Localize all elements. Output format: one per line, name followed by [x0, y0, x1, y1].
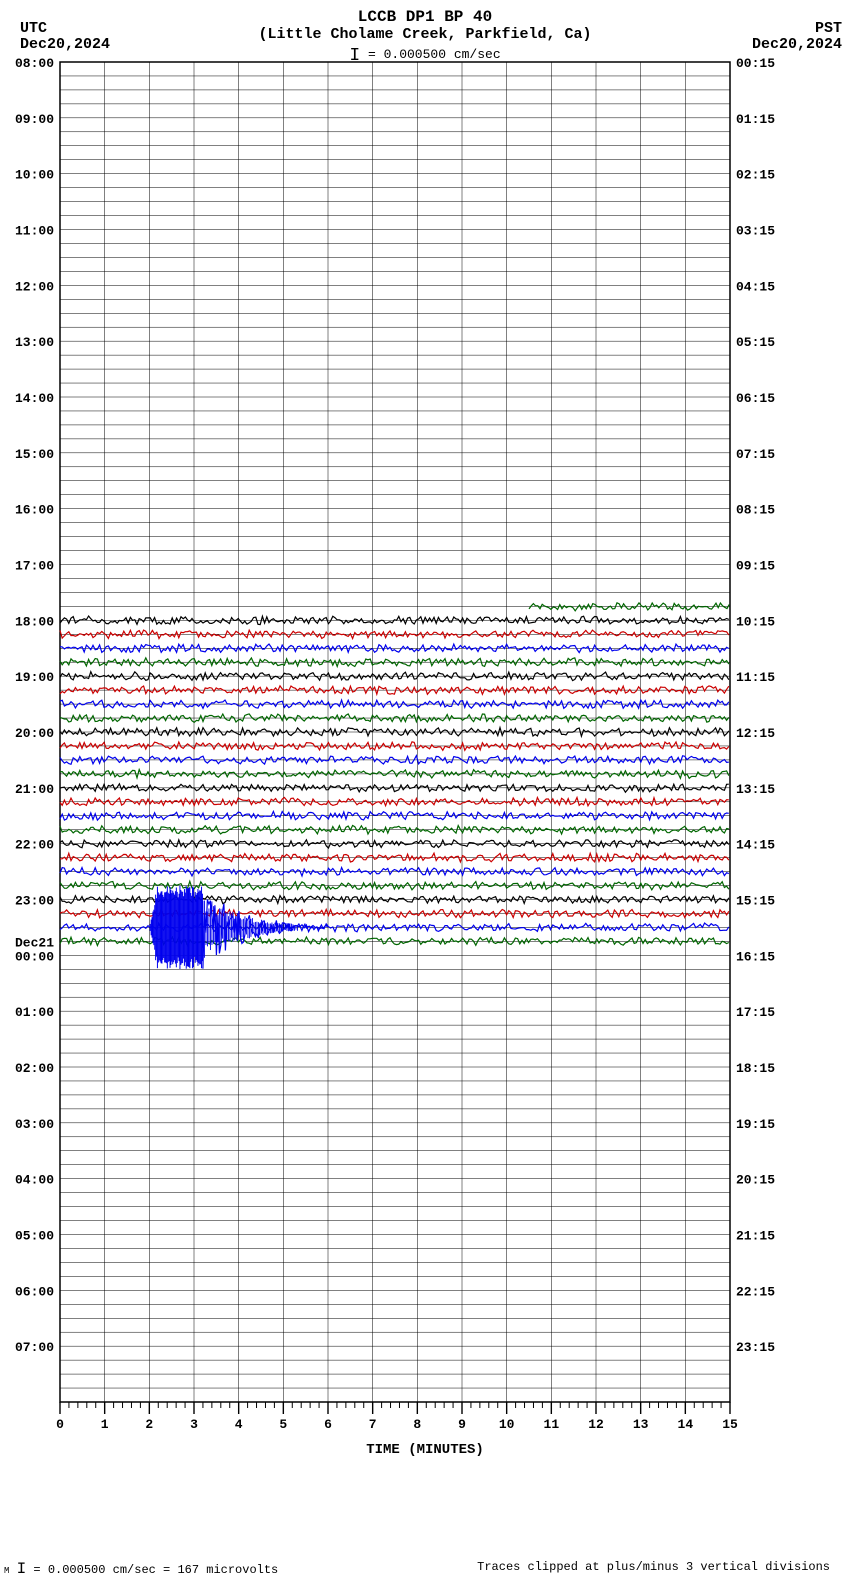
svg-text:21:00: 21:00 [15, 782, 54, 797]
svg-text:2: 2 [145, 1417, 153, 1432]
svg-text:05:00: 05:00 [15, 1229, 54, 1244]
x-axis-label: TIME (MINUTES) [366, 1442, 484, 1458]
svg-text:14: 14 [678, 1417, 694, 1432]
svg-text:03:15: 03:15 [736, 224, 775, 239]
svg-text:09:00: 09:00 [15, 112, 54, 127]
svg-text:19:00: 19:00 [15, 670, 54, 685]
svg-text:16:00: 16:00 [15, 503, 54, 518]
svg-text:18:00: 18:00 [15, 614, 54, 629]
svg-text:13:00: 13:00 [15, 335, 54, 350]
svg-text:00:00: 00:00 [15, 949, 54, 964]
svg-text:9: 9 [458, 1417, 466, 1432]
svg-text:10:15: 10:15 [736, 614, 775, 629]
svg-text:17:00: 17:00 [15, 559, 54, 574]
svg-text:03:00: 03:00 [15, 1117, 54, 1132]
svg-text:4: 4 [235, 1417, 243, 1432]
svg-text:07:15: 07:15 [736, 447, 775, 462]
svg-text:12: 12 [588, 1417, 604, 1432]
svg-text:08:00: 08:00 [15, 56, 54, 71]
svg-text:13: 13 [633, 1417, 649, 1432]
svg-text:21:15: 21:15 [736, 1229, 775, 1244]
svg-text:23:15: 23:15 [736, 1340, 775, 1355]
svg-text:05:15: 05:15 [736, 335, 775, 350]
svg-text:0: 0 [56, 1417, 64, 1432]
svg-text:12:00: 12:00 [15, 279, 54, 294]
svg-text:6: 6 [324, 1417, 332, 1432]
svg-text:06:00: 06:00 [15, 1284, 54, 1299]
svg-text:19:15: 19:15 [736, 1117, 775, 1132]
svg-text:02:15: 02:15 [736, 168, 775, 183]
svg-text:02:00: 02:00 [15, 1061, 54, 1076]
svg-text:06:15: 06:15 [736, 391, 775, 406]
svg-text:22:00: 22:00 [15, 838, 54, 853]
svg-text:8: 8 [413, 1417, 421, 1432]
svg-text:11:15: 11:15 [736, 670, 775, 685]
svg-text:22:15: 22:15 [736, 1284, 775, 1299]
svg-text:01:00: 01:00 [15, 1005, 54, 1020]
svg-text:23:00: 23:00 [15, 894, 54, 909]
svg-text:3: 3 [190, 1417, 198, 1432]
svg-text:13:15: 13:15 [736, 782, 775, 797]
svg-text:20:00: 20:00 [15, 726, 54, 741]
svg-text:00:15: 00:15 [736, 56, 775, 71]
svg-text:11: 11 [544, 1417, 560, 1432]
footer-clip-text: Traces clipped at plus/minus 3 vertical … [477, 1560, 830, 1574]
svg-text:07:00: 07:00 [15, 1340, 54, 1355]
svg-text:04:15: 04:15 [736, 279, 775, 294]
svg-text:04:00: 04:00 [15, 1173, 54, 1188]
svg-text:14:15: 14:15 [736, 838, 775, 853]
svg-text:10: 10 [499, 1417, 515, 1432]
svg-text:18:15: 18:15 [736, 1061, 775, 1076]
svg-text:09:15: 09:15 [736, 559, 775, 574]
svg-text:12:15: 12:15 [736, 726, 775, 741]
svg-text:1: 1 [101, 1417, 109, 1432]
svg-text:14:00: 14:00 [15, 391, 54, 406]
svg-text:10:00: 10:00 [15, 168, 54, 183]
helicorder-chart: 012345678910111213141508:0009:0010:0011:… [0, 0, 850, 1584]
svg-text:20:15: 20:15 [736, 1173, 775, 1188]
svg-text:11:00: 11:00 [15, 224, 54, 239]
svg-text:15:15: 15:15 [736, 894, 775, 909]
svg-text:5: 5 [279, 1417, 287, 1432]
svg-text:16:15: 16:15 [736, 949, 775, 964]
svg-text:15: 15 [722, 1417, 738, 1432]
svg-text:7: 7 [369, 1417, 377, 1432]
svg-text:01:15: 01:15 [736, 112, 775, 127]
footer-scale-text: M I = 0.000500 cm/sec = 167 microvolts [4, 1560, 278, 1578]
svg-text:17:15: 17:15 [736, 1005, 775, 1020]
svg-text:15:00: 15:00 [15, 447, 54, 462]
svg-text:Dec21: Dec21 [15, 935, 54, 950]
svg-text:08:15: 08:15 [736, 503, 775, 518]
